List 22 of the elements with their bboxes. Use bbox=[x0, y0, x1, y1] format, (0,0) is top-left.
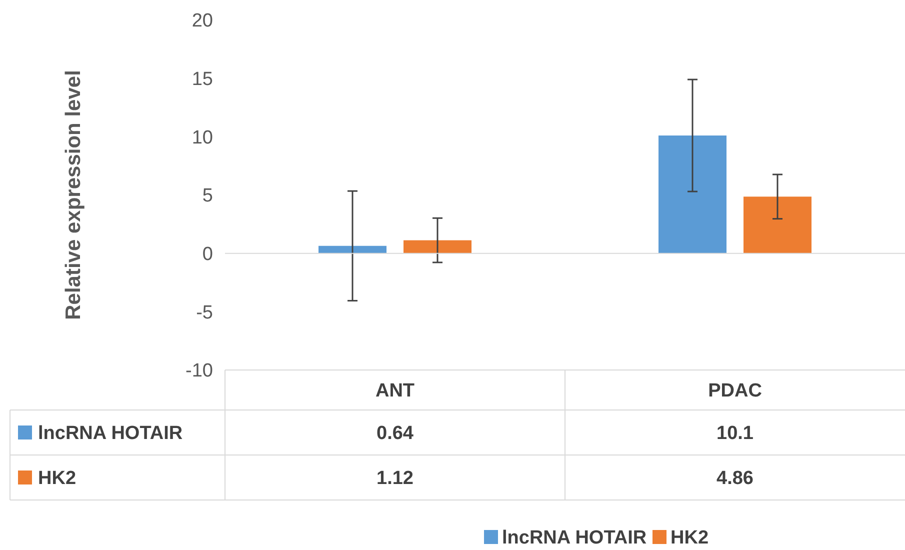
y-axis-title: Relative expression level bbox=[62, 70, 85, 320]
data-label: 1.12 bbox=[376, 468, 414, 490]
legend-label: lncRNA HOTAIR bbox=[38, 423, 183, 444]
data-label: 4.86 bbox=[716, 468, 754, 490]
bar bbox=[404, 240, 472, 254]
x-tick-label: PDAC bbox=[708, 380, 762, 402]
data-label: 0.64 bbox=[376, 423, 414, 444]
y-tick-label: 15 bbox=[192, 68, 213, 90]
y-tick-label: -5 bbox=[196, 302, 213, 324]
legend-label: HK2 bbox=[670, 528, 709, 549]
y-tick-label: 10 bbox=[192, 127, 213, 148]
text: lncRNA HOTAIR bbox=[502, 528, 647, 549]
text: HK2 bbox=[38, 468, 76, 490]
y-tick-label: 20 bbox=[192, 10, 213, 32]
y-tick-label: 5 bbox=[202, 186, 213, 207]
bar bbox=[658, 136, 726, 254]
bar bbox=[318, 246, 386, 254]
x-tick-label: ANT bbox=[375, 380, 415, 402]
y-tick-label: -10 bbox=[186, 360, 213, 382]
data-label: 10.1 bbox=[716, 423, 754, 444]
y-tick-label: 0 bbox=[202, 244, 213, 265]
bar bbox=[744, 196, 812, 254]
